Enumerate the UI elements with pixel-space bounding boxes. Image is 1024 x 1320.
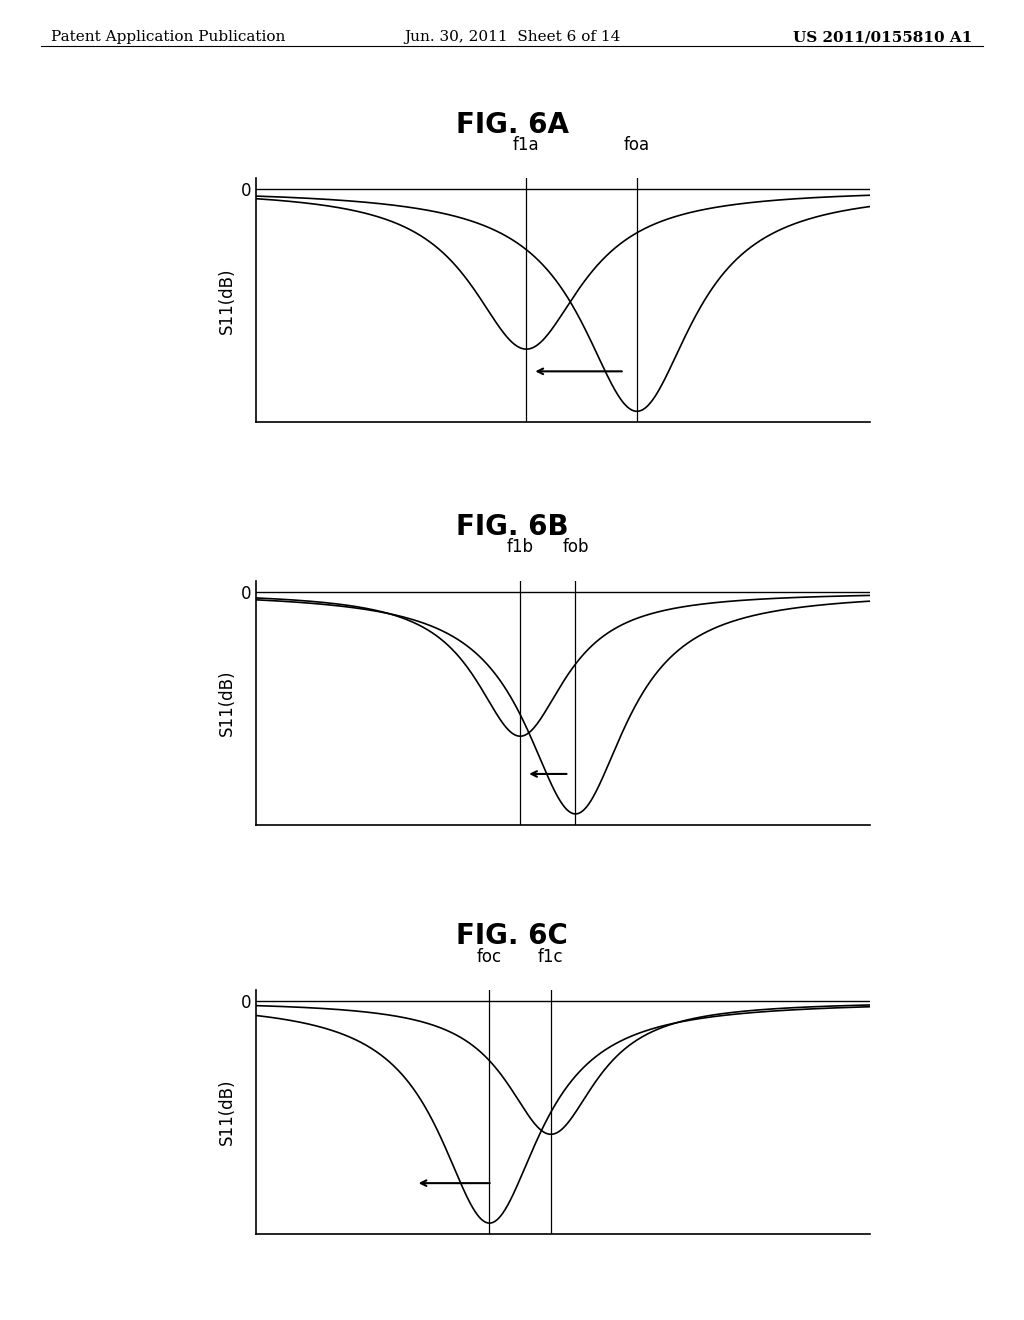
Y-axis label: S11(dB): S11(dB)	[218, 669, 236, 737]
Text: FIG. 6B: FIG. 6B	[456, 513, 568, 541]
Text: FIG. 6C: FIG. 6C	[456, 923, 568, 950]
Text: Jun. 30, 2011  Sheet 6 of 14: Jun. 30, 2011 Sheet 6 of 14	[403, 30, 621, 45]
Y-axis label: S11(dB): S11(dB)	[218, 267, 236, 334]
Text: foc: foc	[477, 948, 502, 966]
Text: f1a: f1a	[513, 136, 540, 153]
Y-axis label: S11(dB): S11(dB)	[218, 1078, 236, 1146]
Text: f1c: f1c	[538, 948, 564, 966]
Text: foa: foa	[624, 136, 650, 153]
Text: Patent Application Publication: Patent Application Publication	[51, 30, 286, 45]
Text: FIG. 6A: FIG. 6A	[456, 111, 568, 139]
Text: f1b: f1b	[507, 539, 534, 556]
Text: US 2011/0155810 A1: US 2011/0155810 A1	[794, 30, 973, 45]
Text: fob: fob	[562, 539, 589, 556]
